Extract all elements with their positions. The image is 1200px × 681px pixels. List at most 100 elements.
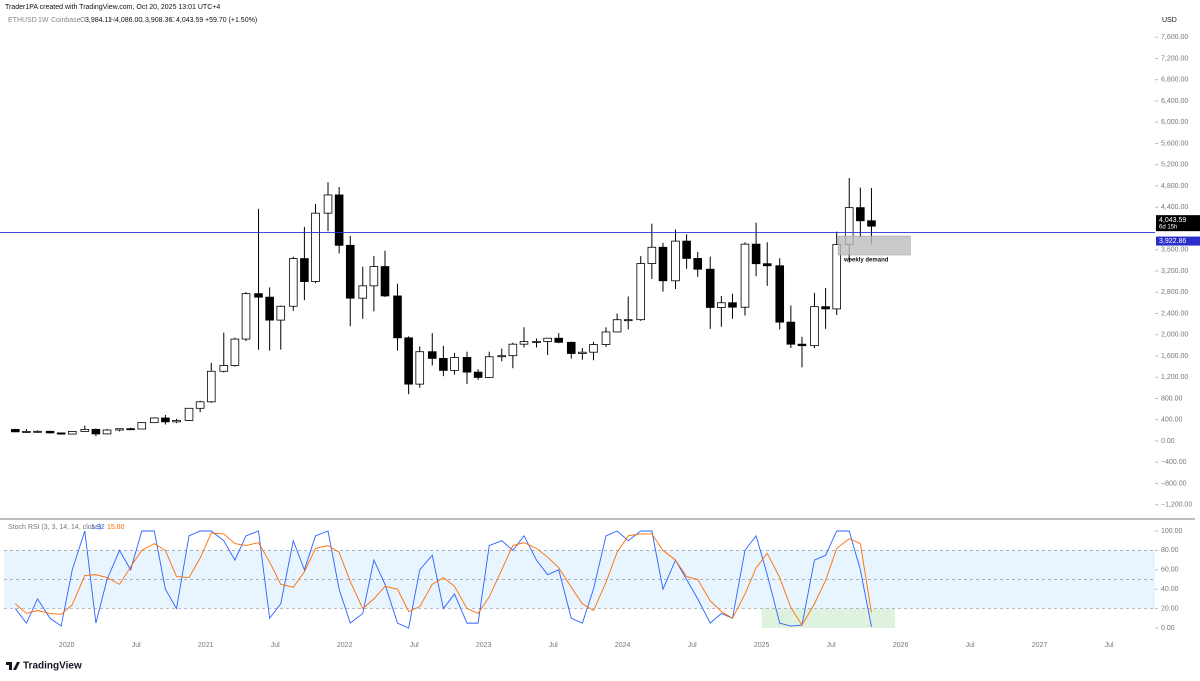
candle-body — [345, 244, 355, 299]
candle-body — [219, 365, 229, 372]
y-tick-label: 6,400.00 — [1161, 98, 1188, 105]
y-tick-label: 40.00 — [1161, 586, 1179, 593]
y-tick-label: 0.00 — [1161, 438, 1175, 445]
candle-body — [404, 337, 413, 385]
candle-body — [682, 240, 691, 259]
candle-body — [462, 357, 472, 373]
candle-body — [832, 244, 842, 310]
zone-label: weekly demand — [843, 258, 889, 264]
x-tick-label: 2025 — [754, 642, 770, 649]
stoch-line — [14, 532, 872, 626]
candle-body — [206, 370, 216, 403]
y-tick-label: 4,800.00 — [1161, 183, 1188, 190]
y-tick-label: −800.00 — [1161, 480, 1187, 487]
stoch-line — [14, 530, 872, 629]
candle-body — [867, 220, 876, 227]
y-tick-label: 7,200.00 — [1161, 55, 1188, 62]
oversold-zone — [761, 608, 896, 628]
candle-body — [473, 371, 483, 378]
ohlc-key: L — [141, 17, 145, 24]
candle-body — [45, 430, 55, 434]
y-tick-label: −400.00 — [1161, 459, 1187, 466]
symbol-line: ETHUSD 1W Coinbase O 3,984.11 H 4,086.00… — [8, 17, 257, 24]
candle-body — [543, 337, 552, 342]
candle-body — [300, 258, 309, 282]
candle-body — [484, 356, 494, 378]
candle-body — [195, 401, 205, 409]
candle-body — [115, 428, 124, 431]
last-price-box — [1156, 215, 1200, 232]
logo-text: TradingView — [23, 661, 82, 672]
hline-price-label: 3,922.86 — [1159, 238, 1186, 245]
x-tick-label: Jul — [827, 642, 836, 649]
candle-body — [762, 263, 772, 267]
candle-body — [33, 430, 42, 433]
ohlc-value: 3,908.36 — [145, 17, 172, 24]
y-tick-label: −1,200.00 — [1161, 502, 1192, 509]
y-tick-label: 400.00 — [1161, 417, 1183, 424]
hline-price-box — [1156, 236, 1200, 246]
x-tick-label: Jul — [688, 642, 697, 649]
candle-body — [578, 351, 587, 354]
candle-body — [856, 207, 865, 222]
candle-body — [612, 319, 622, 333]
y-tick-label: 2,400.00 — [1161, 310, 1188, 317]
candle-body — [786, 321, 796, 345]
candle-body — [589, 344, 598, 353]
candle-body — [126, 428, 135, 431]
candle-body — [380, 266, 390, 297]
ohlc-value: 4,086.00 — [115, 17, 142, 24]
currency: USD — [1162, 17, 1177, 24]
candle-body — [22, 431, 31, 433]
candle-body — [705, 268, 715, 308]
candle-body — [671, 240, 680, 282]
candle-body — [821, 306, 830, 310]
candle-body — [288, 258, 298, 307]
ohlc-key: H — [110, 17, 115, 24]
ohlc-key: O — [80, 17, 86, 24]
y-tick-label: 1,600.00 — [1161, 353, 1188, 360]
candle-body — [80, 428, 90, 432]
y-tick-label: 3,200.00 — [1161, 268, 1188, 275]
change: +59.70 (+1.50%) — [205, 17, 257, 24]
candle-body — [751, 243, 761, 265]
x-tick-label: Jul — [549, 642, 558, 649]
candle-body — [265, 296, 274, 321]
last-price-label: 4,043.59 — [1159, 217, 1186, 224]
candle-body — [717, 302, 726, 308]
candle-body — [276, 305, 286, 321]
candle-body — [658, 246, 668, 282]
y-tick-label: 80.00 — [1161, 547, 1179, 554]
candle-body — [323, 194, 333, 214]
y-tick-label: 800.00 — [1161, 395, 1183, 402]
candle-body — [161, 417, 170, 423]
candle-body — [554, 337, 564, 343]
y-tick-label: 7,600.00 — [1161, 34, 1188, 41]
credit: Trader1PA created with TradingView.com, … — [5, 4, 220, 11]
candle-body — [184, 407, 194, 421]
ohlc-value: 3,984.11 — [85, 17, 112, 24]
countdown: 6d 15h — [1159, 225, 1177, 231]
candle-body — [67, 431, 77, 435]
y-tick-label: 6,000.00 — [1161, 119, 1188, 126]
candle-body — [797, 343, 807, 347]
y-tick-label: 20.00 — [1161, 605, 1179, 612]
y-tick-label: 6,800.00 — [1161, 77, 1188, 84]
y-tick-label: 3,600.00 — [1161, 247, 1188, 254]
exchange: Coinbase — [51, 17, 81, 24]
candle-body — [91, 428, 101, 435]
x-tick-label: Jul — [132, 642, 141, 649]
candle-body — [230, 338, 240, 366]
y-tick-label: 100.00 — [1161, 528, 1183, 535]
candle-body — [393, 295, 402, 339]
candle-body — [775, 265, 785, 323]
ohlc-key: C — [170, 17, 175, 24]
candle-body — [740, 243, 750, 308]
x-tick-label: 2026 — [893, 642, 909, 649]
candle-body — [439, 358, 448, 371]
candle-body — [369, 266, 379, 287]
y-tick-label: 0.00 — [1161, 625, 1175, 632]
ohlc-value: 4,043.59 — [176, 17, 203, 24]
x-tick-label: 2020 — [59, 642, 75, 649]
